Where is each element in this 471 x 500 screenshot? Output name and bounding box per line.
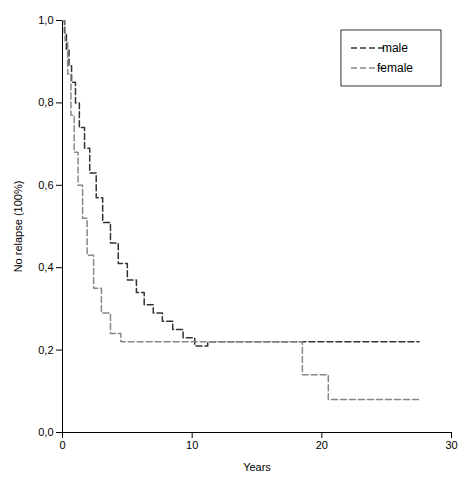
svg-text:Years: Years [243,461,271,473]
svg-text:20: 20 [316,439,328,451]
svg-text:1,0: 1,0 [38,14,53,26]
svg-text:30: 30 [445,439,457,451]
svg-text:10: 10 [186,439,198,451]
svg-text:0,4: 0,4 [38,261,53,273]
svg-text:male: male [382,41,408,55]
svg-text:0,0: 0,0 [38,426,53,438]
svg-text:0: 0 [59,439,65,451]
svg-text:No relapse (100%): No relapse (100%) [12,181,24,273]
svg-text:0,6: 0,6 [38,179,53,191]
svg-text:female: female [377,61,413,75]
svg-text:0,2: 0,2 [38,344,53,356]
svg-text:0,8: 0,8 [38,96,53,108]
